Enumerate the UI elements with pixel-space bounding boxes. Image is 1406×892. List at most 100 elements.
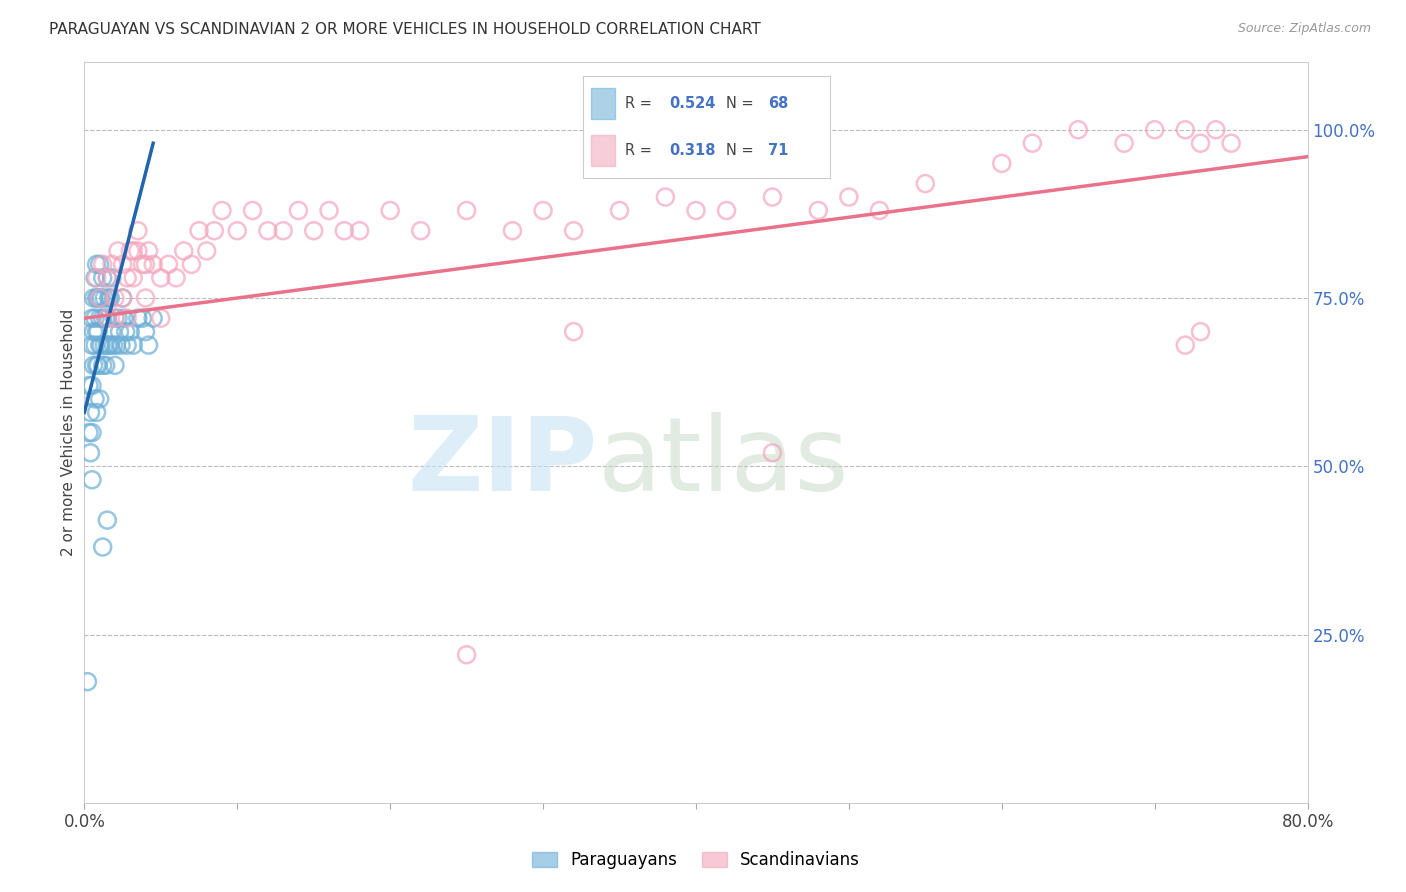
Point xyxy=(991,156,1014,170)
Point xyxy=(89,291,111,305)
Text: 68: 68 xyxy=(768,96,789,111)
Point xyxy=(86,291,108,305)
Point xyxy=(105,338,128,352)
Point xyxy=(108,325,131,339)
Point xyxy=(122,244,145,258)
Point xyxy=(103,338,125,352)
Point xyxy=(89,338,111,352)
Bar xyxy=(591,136,616,166)
Point xyxy=(120,325,142,339)
Point xyxy=(1189,136,1212,151)
Point xyxy=(84,270,107,285)
Point xyxy=(149,311,172,326)
Point xyxy=(135,291,157,305)
Point xyxy=(97,338,120,352)
Point xyxy=(93,338,115,352)
Point xyxy=(110,338,132,352)
Point xyxy=(807,203,830,218)
Point xyxy=(716,203,738,218)
Point xyxy=(84,338,107,352)
Point xyxy=(80,425,103,440)
Point xyxy=(562,224,585,238)
Point xyxy=(91,270,114,285)
Point xyxy=(142,257,165,271)
Point xyxy=(349,224,371,238)
Point xyxy=(86,257,108,271)
Point xyxy=(127,244,149,258)
Point xyxy=(242,203,264,218)
Point xyxy=(914,177,936,191)
Point xyxy=(838,190,860,204)
Point xyxy=(257,224,280,238)
Point xyxy=(94,359,117,373)
Point xyxy=(122,338,145,352)
Point xyxy=(90,338,112,352)
Point xyxy=(86,325,108,339)
Point xyxy=(131,257,153,271)
Point xyxy=(1205,122,1227,136)
Point xyxy=(107,311,129,326)
Point xyxy=(111,291,134,305)
Point xyxy=(101,325,124,339)
Point xyxy=(609,203,631,218)
Point xyxy=(135,257,157,271)
Point xyxy=(165,270,187,285)
Point xyxy=(409,224,432,238)
Point xyxy=(1067,122,1090,136)
Point xyxy=(91,311,114,326)
Point xyxy=(115,311,138,326)
Point xyxy=(91,359,114,373)
Text: atlas: atlas xyxy=(598,412,849,513)
Text: 71: 71 xyxy=(768,144,789,158)
Point xyxy=(87,359,110,373)
Point xyxy=(96,311,118,326)
Point xyxy=(83,325,105,339)
Point xyxy=(1021,136,1043,151)
Point xyxy=(380,203,402,218)
Point xyxy=(761,446,783,460)
Point xyxy=(84,392,107,406)
Point xyxy=(112,311,135,326)
Point xyxy=(87,325,110,339)
Point xyxy=(104,311,127,326)
Point xyxy=(138,244,160,258)
Legend: Paraguayans, Scandinavians: Paraguayans, Scandinavians xyxy=(524,845,868,876)
Point xyxy=(127,311,149,326)
Point xyxy=(80,378,103,392)
Point xyxy=(79,446,101,460)
Point xyxy=(77,425,100,440)
Point xyxy=(195,244,218,258)
Point xyxy=(122,270,145,285)
Point xyxy=(120,244,142,258)
Text: 0.524: 0.524 xyxy=(669,96,716,111)
Point xyxy=(97,291,120,305)
Point xyxy=(173,244,195,258)
Point xyxy=(77,378,100,392)
Text: R =: R = xyxy=(626,96,657,111)
Text: PARAGUAYAN VS SCANDINAVIAN 2 OR MORE VEHICLES IN HOUSEHOLD CORRELATION CHART: PARAGUAYAN VS SCANDINAVIAN 2 OR MORE VEH… xyxy=(49,22,761,37)
Point xyxy=(111,291,134,305)
Point xyxy=(456,648,478,662)
Point xyxy=(188,224,211,238)
Bar xyxy=(591,88,616,119)
Point xyxy=(79,405,101,419)
Point xyxy=(89,291,111,305)
Point xyxy=(96,513,118,527)
Point xyxy=(127,224,149,238)
Point xyxy=(502,224,524,238)
Point xyxy=(94,311,117,326)
Point xyxy=(86,270,108,285)
Point xyxy=(271,224,294,238)
Point xyxy=(96,270,118,285)
Point xyxy=(135,325,157,339)
Point xyxy=(86,359,108,373)
Point xyxy=(115,270,138,285)
Point xyxy=(80,473,103,487)
Point xyxy=(685,203,707,218)
Point xyxy=(104,291,127,305)
Point xyxy=(333,224,356,238)
Point xyxy=(90,291,112,305)
Text: R =: R = xyxy=(626,144,657,158)
Point xyxy=(98,338,121,352)
Point xyxy=(76,674,98,689)
